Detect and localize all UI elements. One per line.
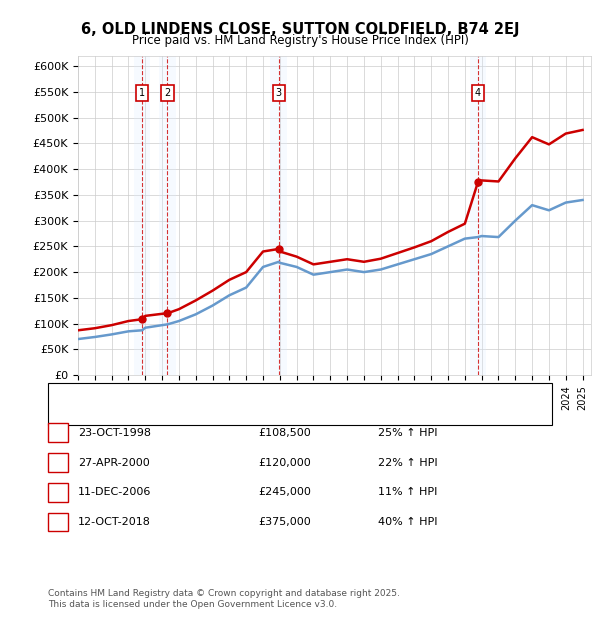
Text: 1: 1 <box>139 88 145 98</box>
Text: 11% ↑ HPI: 11% ↑ HPI <box>378 487 437 497</box>
Text: £245,000: £245,000 <box>258 487 311 497</box>
Text: 6, OLD LINDENS CLOSE, SUTTON COLDFIELD, B74 2EJ (detached house): 6, OLD LINDENS CLOSE, SUTTON COLDFIELD, … <box>99 398 472 408</box>
Text: Price paid vs. HM Land Registry's House Price Index (HPI): Price paid vs. HM Land Registry's House … <box>131 34 469 47</box>
Text: 12-OCT-2018: 12-OCT-2018 <box>78 517 151 527</box>
Bar <box>159 56 176 375</box>
Text: £120,000: £120,000 <box>258 458 311 467</box>
Text: 23-OCT-1998: 23-OCT-1998 <box>78 428 151 438</box>
Text: £108,500: £108,500 <box>258 428 311 438</box>
Text: 4: 4 <box>475 88 481 98</box>
Text: 1: 1 <box>54 428 62 438</box>
Text: 4: 4 <box>54 517 62 527</box>
Text: 3: 3 <box>276 88 282 98</box>
Bar <box>271 56 287 375</box>
Text: 27-APR-2000: 27-APR-2000 <box>78 458 150 467</box>
Text: HPI: Average price, detached house, Walsall: HPI: Average price, detached house, Wals… <box>99 412 329 422</box>
Text: 2: 2 <box>164 88 170 98</box>
Text: 11-DEC-2006: 11-DEC-2006 <box>78 487 151 497</box>
Text: 3: 3 <box>54 487 62 497</box>
Text: 40% ↑ HPI: 40% ↑ HPI <box>378 517 437 527</box>
Text: £375,000: £375,000 <box>258 517 311 527</box>
Text: 22% ↑ HPI: 22% ↑ HPI <box>378 458 437 467</box>
Text: 2: 2 <box>54 458 62 467</box>
Text: Contains HM Land Registry data © Crown copyright and database right 2025.
This d: Contains HM Land Registry data © Crown c… <box>48 590 400 609</box>
Bar <box>134 56 151 375</box>
Text: 25% ↑ HPI: 25% ↑ HPI <box>378 428 437 438</box>
Bar <box>470 56 487 375</box>
Text: 6, OLD LINDENS CLOSE, SUTTON COLDFIELD, B74 2EJ: 6, OLD LINDENS CLOSE, SUTTON COLDFIELD, … <box>81 22 519 37</box>
